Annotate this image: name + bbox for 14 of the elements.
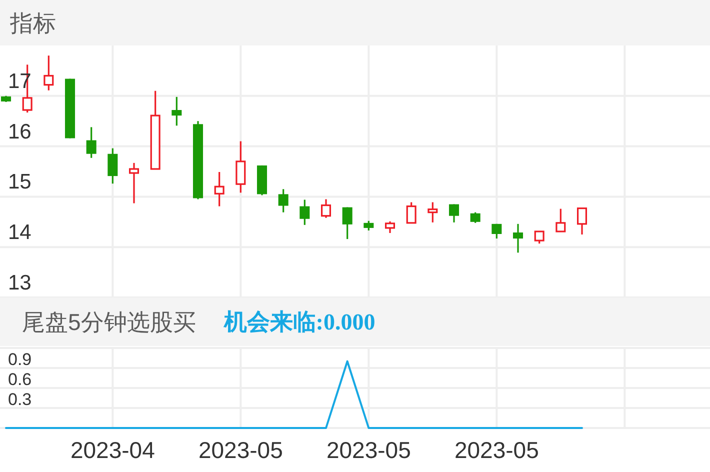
y-tick-label: 14 <box>8 221 32 244</box>
y-tick-label: 0.9 <box>8 350 32 369</box>
x-tick-label: 2023-04 <box>70 437 155 463</box>
y-tick-label: 15 <box>8 170 32 194</box>
title: 尾盘5分钟选股买 <box>22 308 196 335</box>
y-tick-label: 0.3 <box>8 390 32 409</box>
title: 指标 <box>10 10 56 36</box>
legend: 机会来临:0.000 <box>224 309 376 334</box>
y-tick-label: 0.6 <box>8 370 32 389</box>
x-tick-label: 2023-05 <box>198 437 283 463</box>
y-tick-label: 16 <box>8 120 32 144</box>
y-tick-label: 13 <box>8 272 32 294</box>
x-tick-label: 2023-05 <box>454 437 539 463</box>
x-tick-label: 2023-05 <box>326 437 411 463</box>
